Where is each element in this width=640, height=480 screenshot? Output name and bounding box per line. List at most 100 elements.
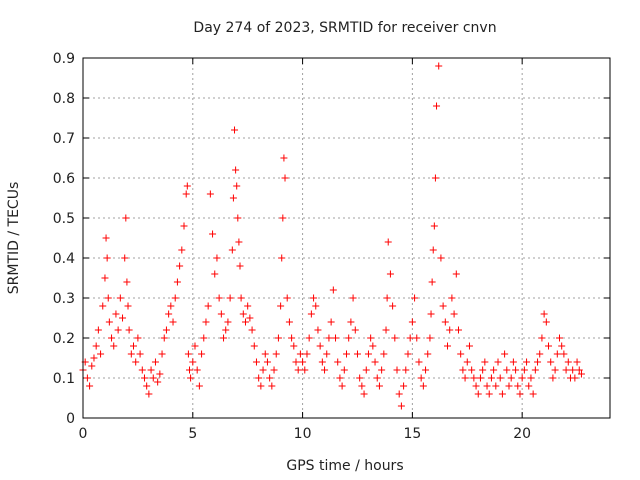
data-point xyxy=(373,374,381,382)
data-point xyxy=(444,342,452,350)
data-point xyxy=(296,350,304,358)
data-point xyxy=(564,358,572,366)
data-point xyxy=(562,366,570,374)
data-point xyxy=(94,326,102,334)
data-point xyxy=(529,390,537,398)
data-point xyxy=(183,182,191,190)
data-point xyxy=(457,350,465,358)
data-point xyxy=(441,318,449,326)
data-point xyxy=(246,314,254,322)
y-axis-label: SRMTID / TECUs xyxy=(6,182,22,295)
data-point xyxy=(206,190,214,198)
data-point xyxy=(362,366,370,374)
data-point xyxy=(274,334,282,342)
x-tick-label: 10 xyxy=(294,426,312,442)
data-point xyxy=(545,342,553,350)
data-point xyxy=(395,390,403,398)
data-point xyxy=(569,366,577,374)
data-point xyxy=(358,382,366,390)
data-point xyxy=(209,230,217,238)
data-point xyxy=(158,350,166,358)
data-point xyxy=(123,278,131,286)
data-point xyxy=(294,366,302,374)
data-point xyxy=(465,342,473,350)
data-point xyxy=(360,390,368,398)
data-point xyxy=(147,366,155,374)
data-point xyxy=(351,326,359,334)
data-point xyxy=(110,342,118,350)
data-point xyxy=(292,358,300,366)
data-point xyxy=(252,358,260,366)
data-point xyxy=(428,278,436,286)
data-point xyxy=(446,326,454,334)
data-point xyxy=(463,358,471,366)
data-point xyxy=(140,374,148,382)
data-point xyxy=(151,358,159,366)
data-point xyxy=(325,334,333,342)
data-point xyxy=(334,358,342,366)
data-point xyxy=(191,342,199,350)
y-tick-label: 0.3 xyxy=(53,291,75,307)
data-point xyxy=(356,374,364,382)
data-point xyxy=(406,334,414,342)
data-point xyxy=(185,366,193,374)
data-point xyxy=(378,366,386,374)
data-point xyxy=(97,350,105,358)
data-point xyxy=(299,358,307,366)
data-point xyxy=(426,334,434,342)
data-point xyxy=(184,350,192,358)
data-point xyxy=(279,214,287,222)
data-point xyxy=(138,366,146,374)
data-point xyxy=(389,302,397,310)
data-point xyxy=(343,350,350,358)
data-point xyxy=(332,334,340,342)
data-point xyxy=(424,350,432,358)
data-point xyxy=(490,366,498,374)
data-point xyxy=(160,334,168,342)
data-point xyxy=(452,270,460,278)
data-point xyxy=(437,254,445,262)
data-point xyxy=(338,382,346,390)
data-point xyxy=(518,374,526,382)
data-point xyxy=(429,246,437,254)
data-point xyxy=(122,214,130,222)
data-point xyxy=(124,302,132,310)
data-point xyxy=(105,318,113,326)
data-point xyxy=(393,366,401,374)
data-point xyxy=(386,270,394,278)
data-point xyxy=(303,350,311,358)
data-point xyxy=(121,254,129,262)
data-point xyxy=(280,154,288,162)
data-point xyxy=(222,326,230,334)
data-point xyxy=(213,254,221,262)
x-tick-label: 15 xyxy=(403,426,421,442)
data-point xyxy=(461,374,469,382)
data-point xyxy=(154,378,162,386)
data-point xyxy=(371,358,379,366)
data-point xyxy=(204,302,212,310)
chart-title: Day 274 of 2023, SRMTID for receiver cnv… xyxy=(193,20,496,36)
data-point xyxy=(540,310,548,318)
data-point xyxy=(261,350,269,358)
data-point xyxy=(145,390,153,398)
data-point xyxy=(531,366,539,374)
data-point xyxy=(501,350,509,358)
data-point xyxy=(404,350,412,358)
data-point xyxy=(551,366,559,374)
x-tick-label: 20 xyxy=(513,426,531,442)
data-point xyxy=(327,318,335,326)
data-point xyxy=(494,358,502,366)
data-point xyxy=(435,62,443,70)
data-point xyxy=(364,350,372,358)
data-point xyxy=(268,382,276,390)
data-point xyxy=(226,294,234,302)
data-point xyxy=(312,302,320,310)
data-point xyxy=(180,222,188,230)
data-point xyxy=(102,234,110,242)
data-point xyxy=(419,382,427,390)
data-point xyxy=(375,382,383,390)
data-point xyxy=(248,326,256,334)
data-point xyxy=(136,350,144,358)
data-point xyxy=(193,366,201,374)
data-point xyxy=(263,358,271,366)
